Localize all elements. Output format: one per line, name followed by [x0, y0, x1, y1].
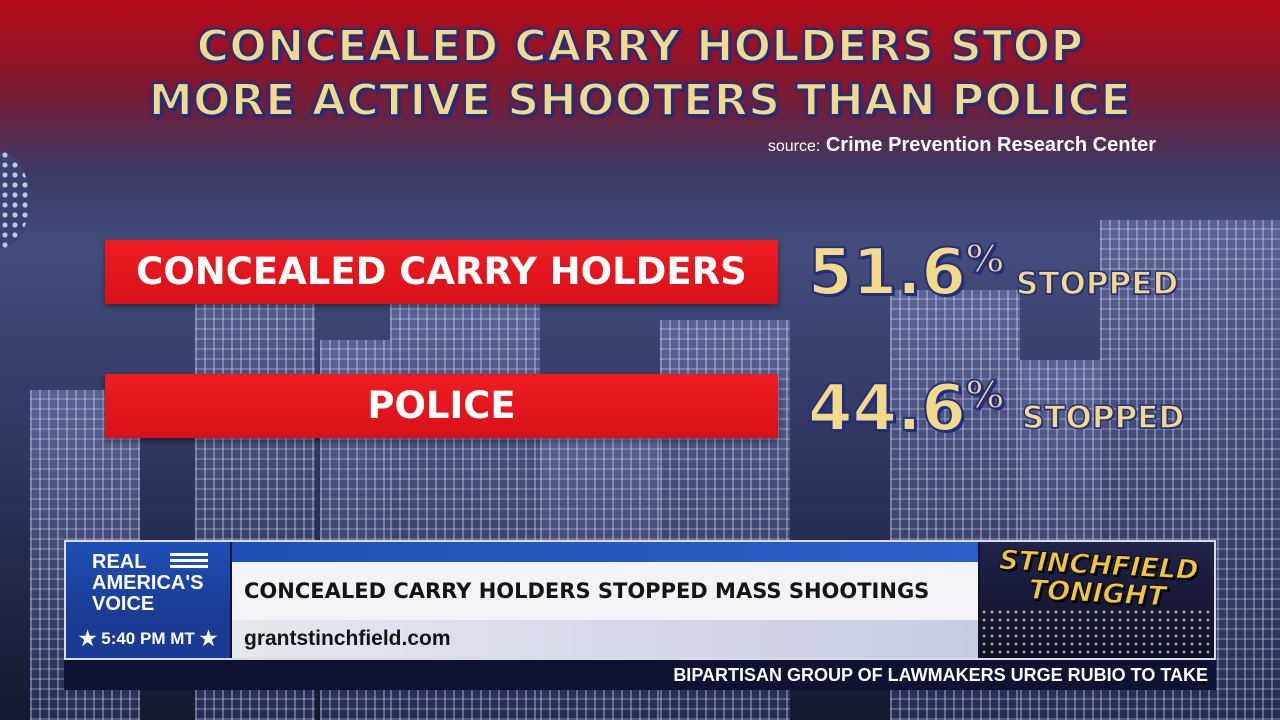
network-logo-text: REAL AMERICA'S VOICE — [92, 551, 204, 615]
show-url: grantstinchfield.com — [232, 620, 978, 658]
star-icon: ★ — [199, 628, 218, 650]
time-display: ★ 5:40 PM MT ★ — [66, 620, 230, 658]
stat-bar-police: POLICE — [105, 374, 778, 438]
source-label: source: — [767, 138, 821, 155]
stat-value-police: 44.6% — [807, 371, 1005, 447]
headline-line-1: CONCEALED CARRY HOLDERS STOP — [196, 20, 1084, 73]
lower-third-top-strip — [232, 542, 978, 562]
stat-value-concealed-carry: 51.6% — [807, 235, 1005, 311]
flag-icon — [170, 553, 208, 570]
stat-bar-concealed-carry: CONCEALED CARRY HOLDERS — [105, 240, 778, 304]
stat-suffix-police: STOPPED — [1021, 399, 1185, 437]
lower-third-headline: CONCEALED CARRY HOLDERS STOPPED MASS SHO… — [232, 562, 978, 620]
city-lights-decoration — [980, 608, 1214, 658]
reunion-tower-sphere — [0, 150, 30, 250]
source-credit: source: Crime Prevention Research Center — [768, 134, 1156, 157]
ticker-text: BIPARTISAN GROUP OF LAWMAKERS URGE RUBIO… — [673, 665, 1208, 685]
source-name: Crime Prevention Research Center — [825, 134, 1156, 156]
star-icon: ★ — [78, 628, 97, 650]
stat-suffix-concealed-carry: STOPPED — [1015, 265, 1179, 303]
graphic-headline: CONCEALED CARRY HOLDERS STOP MORE ACTIVE… — [0, 20, 1280, 128]
headline-line-2: MORE ACTIVE SHOOTERS THAN POLICE — [148, 74, 1132, 127]
show-logo — [980, 542, 1214, 658]
news-ticker — [64, 660, 1216, 690]
time-text: 5:40 PM MT — [101, 629, 195, 648]
show-logo-text: STINCHFIELD TONIGHT — [998, 544, 1200, 613]
